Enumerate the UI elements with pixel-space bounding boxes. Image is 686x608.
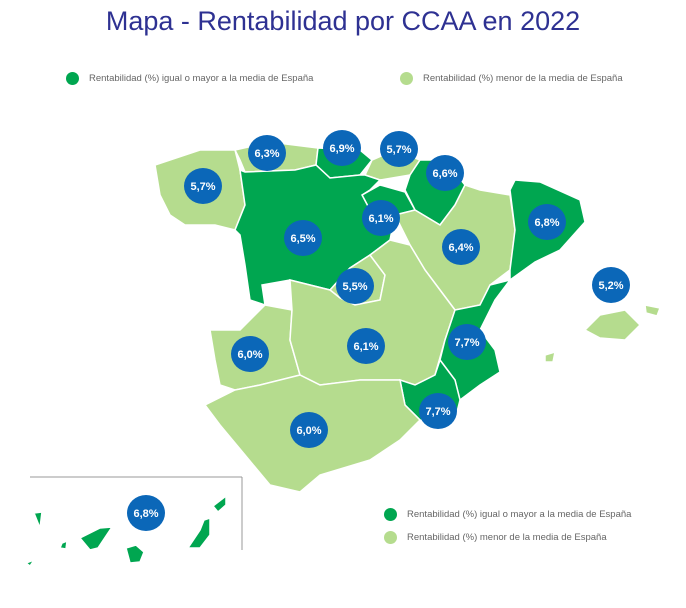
value-label-valencia: 7,7%	[454, 337, 479, 349]
value-bubble-murcia	[419, 393, 457, 429]
region-shape-canarias	[125, 544, 145, 564]
region-shape-canarias	[24, 558, 36, 568]
value-label-pais-vasco: 5,7%	[386, 144, 411, 156]
legend-swatch-high	[384, 508, 397, 521]
value-bubble-castilla-y-leon	[284, 220, 322, 256]
value-label-la-rioja: 6,1%	[368, 213, 393, 225]
region-shape-canarias	[32, 511, 43, 529]
region-shape-canarias	[78, 526, 114, 551]
value-label-aragon: 6,4%	[448, 242, 473, 254]
value-label-navarra: 6,6%	[432, 168, 457, 180]
region-shape-baleares	[644, 304, 662, 317]
value-bubble-cataluna	[528, 204, 566, 240]
value-bubble-galicia	[184, 168, 222, 204]
legend-swatch-low	[384, 531, 397, 544]
legend-swatch-high	[66, 72, 79, 85]
legend-bottom-low: Rentabilidad (%) menor de la media de Es…	[384, 531, 607, 544]
value-bubble-aragon	[442, 229, 480, 265]
value-bubble-andalucia	[290, 412, 328, 448]
legend-top-low: Rentabilidad (%) menor de la media de Es…	[400, 72, 623, 85]
value-label-murcia: 7,7%	[425, 406, 450, 418]
legend-label-low: Rentabilidad (%) menor de la media de Es…	[423, 73, 623, 84]
value-label-castilla-la-mancha: 6,1%	[353, 341, 378, 353]
region-shape-canarias	[58, 539, 68, 550]
legend-label-low: Rentabilidad (%) menor de la media de Es…	[407, 532, 607, 543]
legend-top-high: Rentabilidad (%) igual o mayor a la medi…	[66, 72, 313, 85]
legend-bottom-high: Rentabilidad (%) igual o mayor a la medi…	[384, 508, 631, 521]
value-bubble-madrid	[336, 268, 374, 304]
page-title: Mapa - Rentabilidad por CCAA en 2022	[105, 6, 581, 36]
value-bubble-valencia	[448, 324, 486, 360]
value-label-cantabria: 6,9%	[329, 143, 354, 155]
value-label-madrid: 5,5%	[342, 281, 367, 293]
value-label-asturias: 6,3%	[254, 148, 279, 160]
region-shape-baleares	[544, 350, 556, 363]
value-bubble-pais-vasco	[380, 131, 418, 167]
legend-swatch-low	[400, 72, 413, 85]
value-bubble-cantabria	[323, 130, 361, 166]
value-label-extremadura: 6,0%	[237, 349, 262, 361]
value-label-andalucia: 6,0%	[296, 425, 321, 437]
value-bubble-extremadura	[231, 336, 269, 372]
value-bubble-canarias	[127, 495, 165, 531]
legend-label-high: Rentabilidad (%) igual o mayor a la medi…	[89, 73, 314, 84]
region-canarias	[24, 494, 227, 568]
value-label-galicia: 5,7%	[190, 181, 215, 193]
value-label-cataluna: 6,8%	[534, 217, 559, 229]
value-bubble-la-rioja	[362, 200, 400, 236]
legend-label-high: Rentabilidad (%) igual o mayor a la medi…	[407, 509, 632, 520]
region-baleares	[544, 304, 662, 363]
value-bubble-navarra	[426, 155, 464, 191]
value-bubble-castilla-la-mancha	[347, 328, 385, 364]
value-label-canarias: 6,8%	[133, 508, 158, 520]
region-shape-canarias	[211, 494, 227, 514]
region-shape-canarias	[186, 516, 211, 549]
value-label-baleares: 5,2%	[598, 280, 623, 292]
region-shape-baleares	[583, 309, 642, 341]
value-label-castilla-y-leon: 6,5%	[290, 233, 315, 245]
value-bubble-asturias	[248, 135, 286, 171]
value-bubble-baleares	[592, 267, 630, 303]
